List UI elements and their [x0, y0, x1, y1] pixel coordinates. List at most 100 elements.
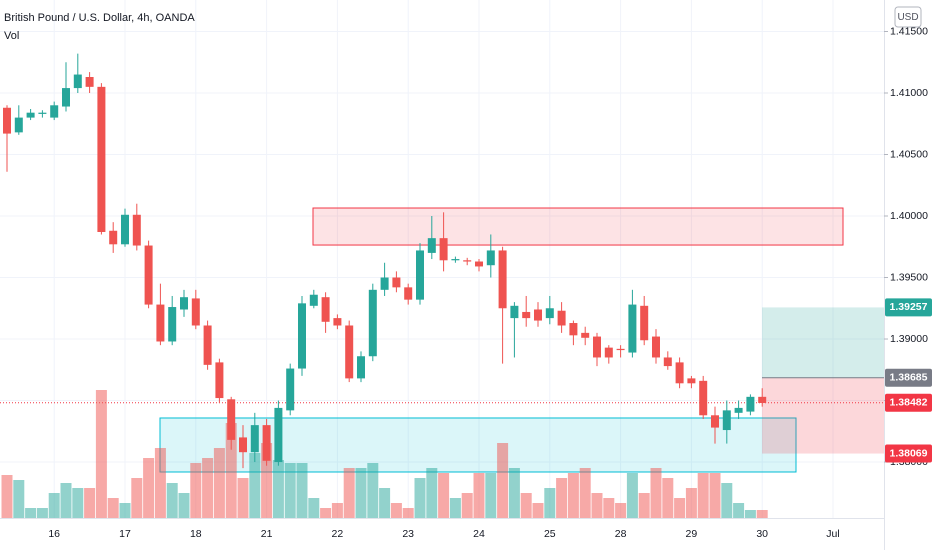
- y-tick-label: 1.39500: [890, 271, 928, 283]
- volume-bar: [213, 448, 225, 518]
- volume-bar: [308, 498, 320, 518]
- y-tick-label: 1.40500: [890, 148, 928, 160]
- candle-body: [581, 332, 590, 338]
- volume-bar: [343, 468, 355, 518]
- candle-body: [699, 380, 708, 416]
- stop-area: [762, 377, 884, 454]
- volume-bar: [603, 498, 615, 518]
- candle-body: [38, 112, 47, 114]
- candle-body: [26, 112, 35, 118]
- candle-body: [180, 297, 188, 310]
- volume-bar: [72, 488, 84, 518]
- volume-bar: [379, 488, 391, 518]
- volume-bar: [544, 488, 556, 518]
- volume-bar: [697, 473, 709, 518]
- x-tick-label: 22: [332, 528, 344, 540]
- candle-body: [534, 309, 542, 321]
- volume-bar: [662, 478, 674, 518]
- candle-body: [427, 238, 436, 253]
- volume-bar: [107, 498, 119, 518]
- candle-body: [62, 88, 70, 107]
- y-tick-label: 1.39000: [890, 333, 928, 345]
- volume-bar: [154, 448, 166, 518]
- candle-body: [109, 230, 118, 245]
- candle-body: [239, 437, 247, 453]
- candle-body: [85, 77, 94, 87]
- volume-bar: [685, 488, 697, 518]
- x-tick-label: 25: [544, 528, 556, 540]
- currency-box[interactable]: [894, 6, 922, 28]
- candle-body: [522, 311, 531, 319]
- volume-bar: [473, 473, 485, 518]
- volume-bar: [579, 468, 591, 518]
- volume-bar: [520, 493, 532, 518]
- candle-body: [746, 396, 755, 412]
- candle-body: [652, 336, 660, 358]
- volume-bar: [331, 503, 343, 518]
- candle-body: [156, 304, 165, 342]
- candle-body: [298, 303, 306, 369]
- volume-bar: [119, 503, 131, 518]
- candle-body: [227, 399, 236, 440]
- zone: [312, 207, 844, 246]
- price-label: 1.38482: [890, 397, 928, 409]
- x-tick-label: 30: [756, 528, 768, 540]
- candle-body: [604, 347, 613, 358]
- x-tick-label: 18: [190, 528, 202, 540]
- volume-bar: [95, 390, 107, 518]
- y-tick-label: 1.40000: [890, 210, 928, 222]
- volume-bar: [237, 478, 249, 518]
- candle-body: [321, 297, 330, 322]
- candle-body: [545, 308, 554, 319]
- volume-bar: [36, 508, 48, 518]
- volume-bar: [1, 475, 13, 518]
- volume-bar: [650, 468, 662, 518]
- candle-body: [392, 277, 401, 288]
- volume-bar: [178, 493, 190, 518]
- candle-body: [368, 289, 377, 357]
- volume-bar: [202, 458, 214, 518]
- x-tick-label: 23: [402, 528, 414, 540]
- candle-body: [191, 298, 200, 326]
- volume-bar: [591, 493, 603, 518]
- candle-body: [593, 336, 601, 358]
- candle-body: [439, 238, 448, 261]
- candle-body: [309, 294, 318, 306]
- volume-bar: [449, 498, 461, 518]
- candle-body: [3, 107, 11, 134]
- volume-bar: [60, 483, 72, 518]
- volume-bar: [508, 468, 520, 518]
- volume-bar: [461, 493, 473, 518]
- price-label: 1.39257: [890, 301, 928, 313]
- candle-body: [274, 407, 283, 463]
- target-area: [762, 307, 884, 378]
- volume-bar: [426, 468, 438, 518]
- candle-body: [73, 74, 82, 89]
- candle-body: [333, 318, 342, 326]
- volume-bar: [367, 463, 379, 518]
- volume-bar: [355, 468, 367, 518]
- candle-body: [475, 261, 483, 267]
- volume-bar: [25, 508, 37, 518]
- candle-body: [262, 425, 271, 461]
- candle-body: [203, 325, 212, 365]
- candle-body: [132, 214, 141, 246]
- candle-body: [722, 410, 731, 431]
- currency[interactable]: USD: [897, 12, 918, 23]
- price-label: 1.38069: [890, 447, 928, 459]
- candle-body: [451, 259, 460, 261]
- candle-body: [486, 250, 495, 266]
- volume-bar: [284, 463, 296, 518]
- x-tick-label: Jul: [826, 528, 839, 540]
- y-tick-label: 1.41000: [890, 87, 928, 99]
- price-label: 1.38685: [890, 372, 928, 384]
- price-label-box: [885, 368, 932, 387]
- volume-bar: [485, 473, 497, 518]
- volume-label: Vol: [4, 30, 19, 42]
- volume-bar: [721, 483, 733, 518]
- volume-bar: [190, 463, 202, 518]
- candle-body: [345, 325, 354, 379]
- volume-bar: [261, 443, 273, 518]
- volume-bar: [143, 458, 155, 518]
- volume-bar: [414, 478, 426, 518]
